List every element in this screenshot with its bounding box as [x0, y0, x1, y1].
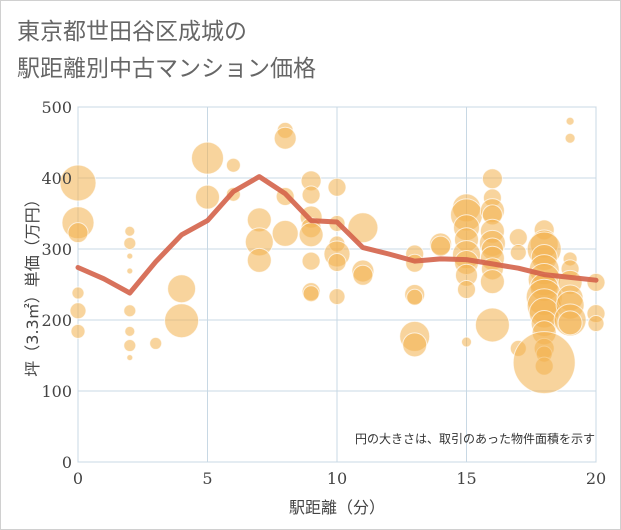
bubble-point: [481, 168, 503, 190]
bubble-point: [164, 303, 200, 339]
y-tick-label: 100: [41, 382, 72, 401]
bubble-point: [461, 336, 472, 348]
bubble-point: [406, 288, 424, 306]
bubble-point: [402, 332, 428, 358]
y-tick-label: 400: [41, 169, 72, 188]
y-tick-label: 500: [41, 98, 72, 117]
x-tick-label: 10: [327, 469, 347, 488]
bubble-point: [457, 279, 476, 299]
bubble-point: [191, 141, 224, 175]
chart-title-line1: 東京都世田谷区成城の: [17, 19, 247, 45]
bubble-point: [167, 274, 197, 304]
bubble-point: [124, 325, 136, 337]
bubble-point: [298, 222, 324, 248]
bubble-point: [225, 157, 241, 173]
bubble-point: [149, 336, 163, 350]
y-tick-label: 0: [62, 453, 72, 472]
size-note: 円の大きさは、取引のあった物件面積を示す: [355, 431, 595, 446]
bubble-point: [126, 354, 134, 362]
bubble-point: [123, 236, 137, 250]
chart-title-line2: 駅距離別中古マンション価格: [17, 56, 316, 82]
bubble-point: [327, 177, 347, 197]
bubble-point: [557, 310, 583, 336]
bubble-point: [301, 185, 321, 205]
bubble-point: [126, 252, 134, 260]
bubble-point: [124, 225, 136, 237]
bubble-point: [327, 252, 347, 272]
bubble-layer: [59, 116, 606, 395]
bubble-point: [302, 285, 320, 303]
bubble-point: [352, 264, 374, 286]
bubble-point: [271, 219, 299, 247]
x-tick-label: 15: [456, 469, 476, 488]
x-axis-label: 駅距離（分）: [289, 498, 385, 517]
bubble-point: [123, 304, 137, 318]
bubble-point: [301, 251, 321, 271]
bubble-point: [126, 267, 134, 275]
trend-line-layer: [75, 174, 599, 296]
x-tick-label: 0: [73, 469, 83, 488]
x-tick-labels: 0 5 10 15 20: [73, 469, 606, 488]
bubble-point: [246, 247, 272, 273]
bubble-point: [195, 184, 220, 210]
bubble-point: [67, 222, 89, 244]
x-tick-label: 20: [586, 469, 606, 488]
bubble-point: [479, 269, 505, 295]
y-axis-label: 坪（3.3㎡）単価（万円）: [23, 191, 42, 376]
bubble-point: [564, 132, 576, 144]
x-tick-label: 5: [202, 469, 212, 488]
y-tick-label: 200: [41, 311, 72, 330]
y-tick-labels: 0 100 200 300 400 500: [41, 98, 72, 472]
bubble-point: [474, 307, 510, 343]
bubble-point: [328, 288, 346, 306]
bubble-point: [512, 331, 576, 395]
bubble-point: [509, 244, 527, 262]
bubble-point: [59, 164, 97, 202]
bubble-point: [69, 302, 87, 320]
bubble-point: [430, 235, 452, 257]
chart-title: 東京都世田谷区成城の 駅距離別中古マンション価格: [17, 14, 316, 88]
bubble-point: [508, 228, 528, 248]
average-price-line: [75, 174, 599, 296]
bubble-point: [273, 126, 297, 150]
bubble-point: [587, 315, 605, 333]
bubble-point: [347, 212, 379, 244]
bubble-point: [565, 116, 575, 126]
y-tick-label: 300: [41, 240, 72, 259]
bubble-point: [71, 286, 85, 300]
bubble-point: [123, 339, 137, 353]
bubble-point: [70, 323, 86, 339]
